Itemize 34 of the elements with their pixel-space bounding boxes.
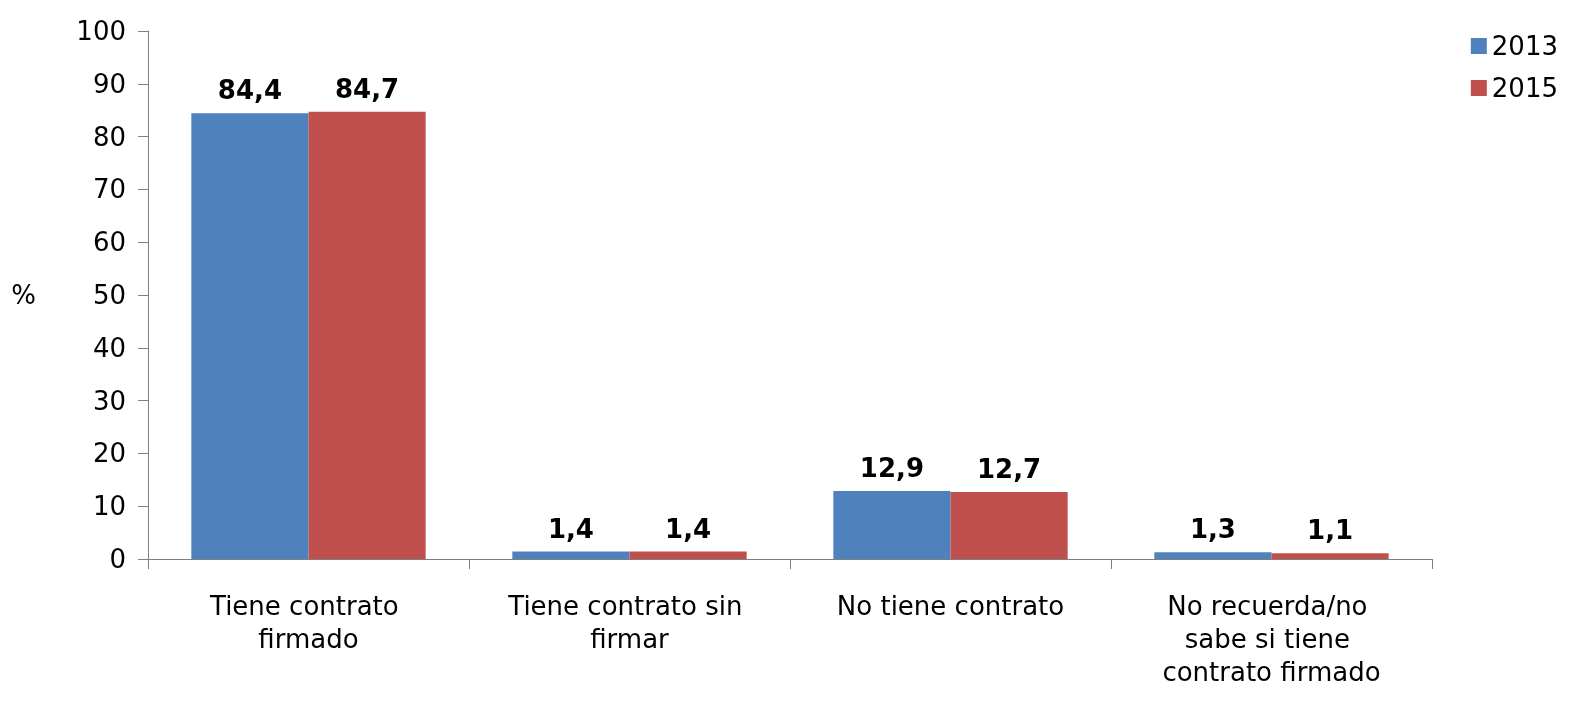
bar bbox=[191, 113, 309, 559]
y-tick-label: 80 bbox=[92, 121, 126, 152]
data-label: 12,9 bbox=[859, 452, 924, 483]
x-tick-label: No recuerda/no sabe si tiene contrato firmado bbox=[1162, 590, 1381, 687]
y-axis-title: % bbox=[11, 280, 36, 310]
x-tick-label: No tiene contrato bbox=[836, 590, 1065, 621]
y-tick-label: 70 bbox=[92, 174, 126, 205]
bar bbox=[950, 491, 1068, 559]
y-tick-label: 40 bbox=[92, 332, 126, 363]
y-tick-label: 50 bbox=[92, 280, 126, 310]
x-tick-label: Tiene contrato sin firmar bbox=[507, 590, 751, 654]
legend-label: 2015 bbox=[1491, 73, 1558, 103]
bar bbox=[629, 551, 747, 559]
bar bbox=[1154, 552, 1272, 559]
x-tick-label: Tiene contrato firmado bbox=[209, 590, 407, 654]
bar bbox=[308, 111, 426, 559]
y-tick-label: 90 bbox=[92, 68, 126, 99]
y-tick-label: 20 bbox=[92, 438, 126, 469]
legend-label: 2013 bbox=[1491, 31, 1558, 61]
data-label: 1,4 bbox=[665, 513, 712, 544]
y-tick-label: 100 bbox=[76, 16, 126, 46]
y-tick-label: 30 bbox=[92, 385, 126, 416]
y-tick-label: 60 bbox=[92, 227, 126, 258]
y-tick-label: 10 bbox=[92, 491, 126, 522]
data-label: 1,1 bbox=[1307, 515, 1354, 546]
data-label: 1,4 bbox=[547, 513, 594, 544]
bar bbox=[1271, 553, 1389, 559]
data-label: 1,3 bbox=[1189, 514, 1236, 545]
bar bbox=[833, 490, 951, 559]
bar bbox=[512, 551, 630, 559]
data-label: 84,7 bbox=[335, 73, 400, 104]
data-label: 84,4 bbox=[217, 75, 282, 106]
data-label: 12,7 bbox=[977, 453, 1042, 484]
y-tick-label: 0 bbox=[109, 544, 126, 574]
